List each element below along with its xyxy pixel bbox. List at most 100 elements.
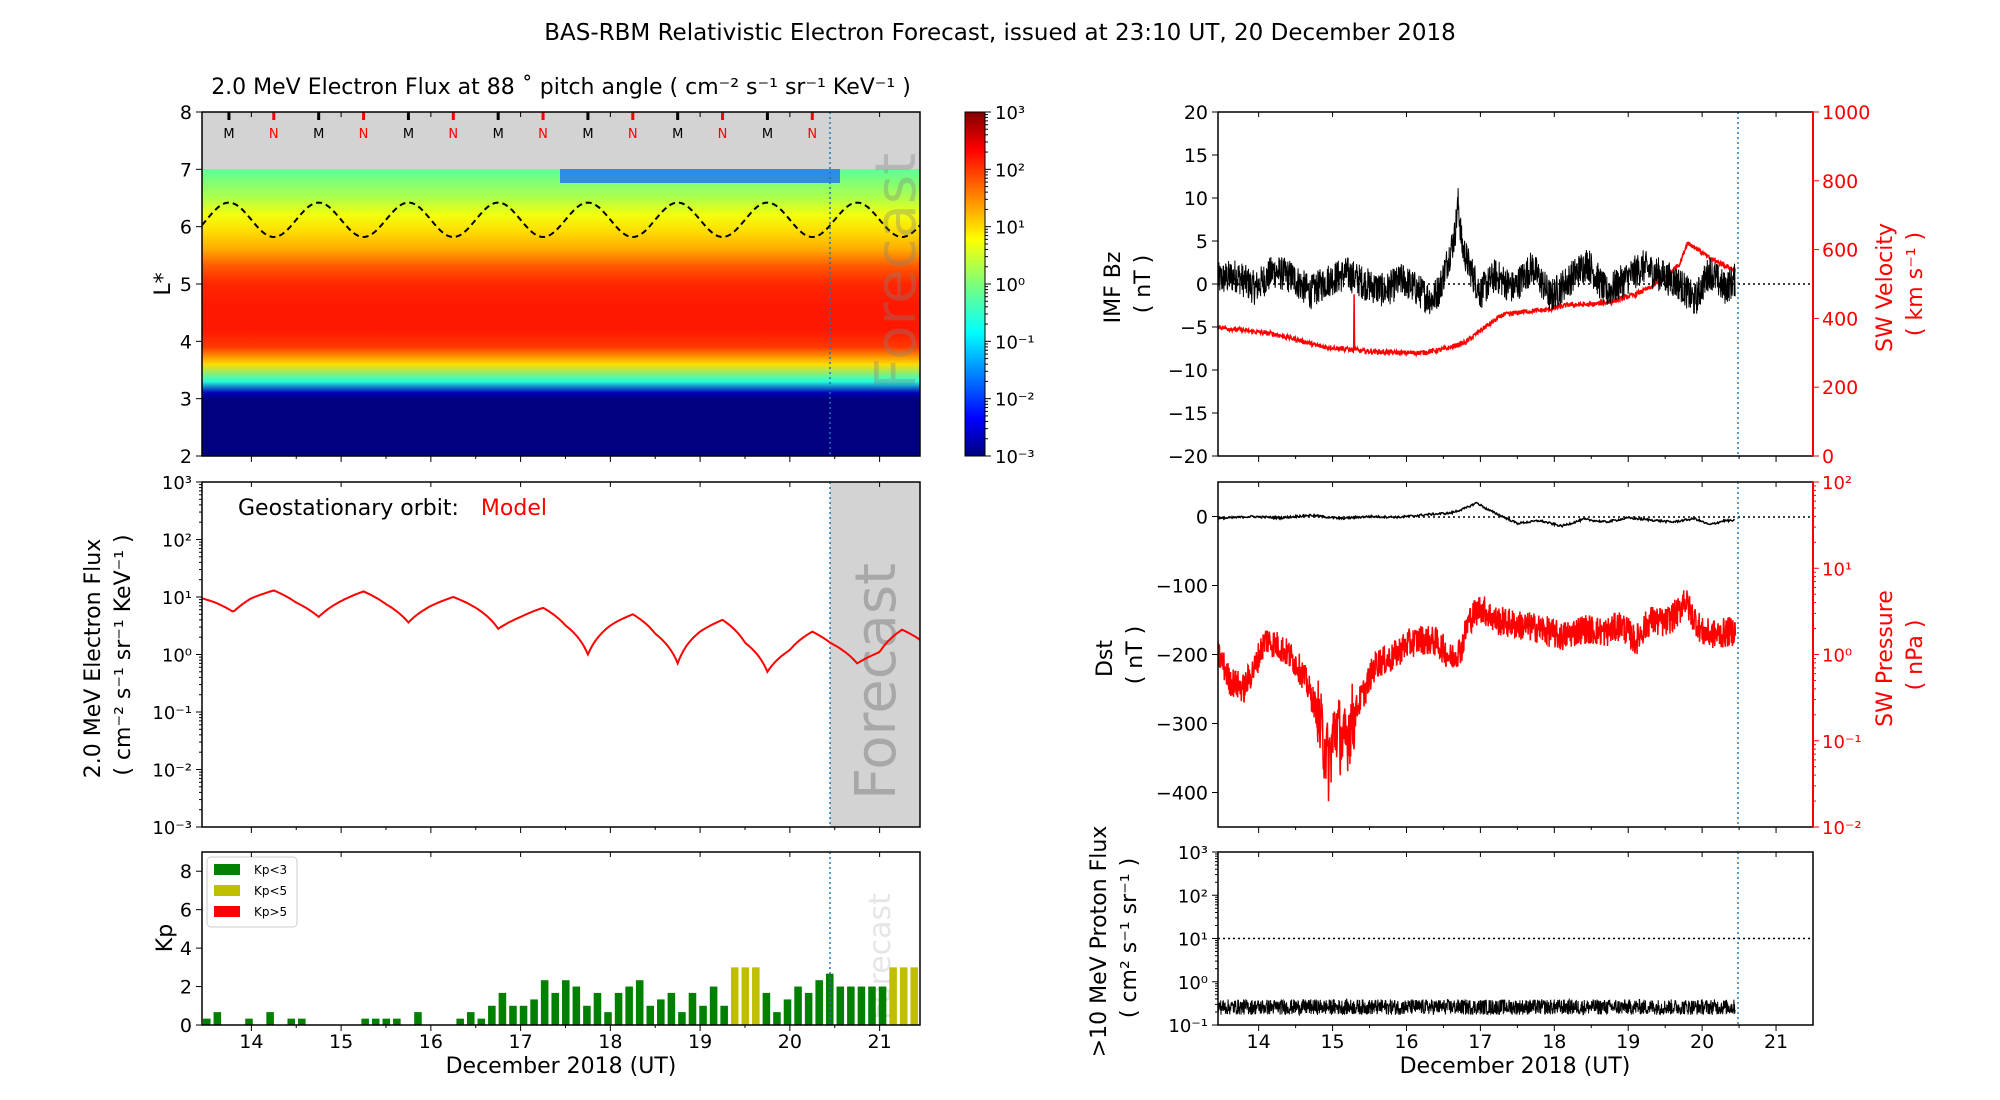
kp-bar [593, 992, 602, 1025]
kp-bar [382, 1018, 391, 1025]
kp-bar [298, 1018, 306, 1025]
mlt-label: M [223, 127, 234, 142]
lstar-heatmap-panel: 2.0 MeV Electron Flux at 88 ˚ pitch angl… [151, 75, 929, 468]
kp-bar [519, 1005, 528, 1025]
kp-bar [203, 1018, 211, 1025]
dst-ytick-left-label: 0 [1196, 507, 1208, 529]
mlt-label: N [448, 127, 458, 142]
proton-ytick-label: 10⁻¹ [1168, 1016, 1208, 1037]
mlt-label: M [672, 127, 683, 142]
heatmap-forecast-watermark: Forecast [864, 153, 929, 390]
kp-bar [910, 967, 918, 1025]
geo-orbit-dashed-path [202, 201, 920, 239]
imf-bz-line [1218, 188, 1736, 315]
kp-legend-swatch-1 [214, 864, 240, 875]
kp-bars [203, 967, 918, 1025]
geo-annotation-prefix: Geostationary orbit: [238, 496, 459, 521]
colorbar-tick-label: 10⁻¹ [995, 332, 1035, 353]
kp-bar [393, 1018, 401, 1025]
imf-ytick-left-label: 5 [1196, 231, 1208, 253]
kp-y-axis: 0 2 4 6 8 [180, 861, 202, 1037]
kp-legend-label-1: Kp<3 [254, 863, 287, 877]
kp-bar [889, 967, 897, 1025]
kp-ytick-label: 6 [180, 900, 192, 922]
geo-ytick-label: 10⁻³ [152, 818, 192, 839]
geo-orbit-dashed-line [202, 201, 920, 239]
right-xtick-label: 21 [1764, 1031, 1788, 1053]
dst-line [1218, 501, 1735, 528]
geo-frame [201, 481, 921, 828]
dst-ylabel-left-line2: ( nT ) [1123, 626, 1148, 685]
geo-ytick-label: 10² [162, 531, 192, 552]
left-xtick-label: 19 [688, 1031, 712, 1053]
kp-bar [287, 1018, 296, 1025]
kp-legend-label-2: Kp<5 [254, 884, 287, 898]
kp-frame [201, 851, 921, 1026]
colorbar-tick-label: 10⁻² [995, 390, 1035, 411]
proton-y-axis: 10⁻¹ 10⁰ 10¹ 10² 10³ [1168, 843, 1218, 1037]
imf-ytick-right-label: 1000 [1822, 102, 1870, 124]
kp-bar [551, 992, 559, 1025]
mlt-label: N [807, 127, 817, 142]
mlt-label: M [403, 127, 414, 142]
heatmap-ytick-label: 2 [180, 446, 192, 468]
heatmap-ytick-label: 5 [180, 274, 192, 296]
mlt-label: N [269, 127, 279, 142]
proton-ytick-label: 10¹ [1178, 930, 1208, 951]
kp-bar [509, 1005, 517, 1025]
imf-ylabel-right-line2: ( km s⁻¹ ) [1903, 232, 1928, 336]
right-xtick-label: 19 [1616, 1031, 1640, 1053]
imf-ytick-left-label: 10 [1184, 188, 1208, 210]
proton-ylabel-line2: ( cm² s⁻¹ sr⁻¹ ) [1117, 858, 1142, 1018]
geo-ylabel-line1: 2.0 MeV Electron Flux [81, 539, 106, 779]
kp-bar [878, 986, 887, 1025]
kp-bar [498, 992, 507, 1025]
imf-ytick-left-label: −20 [1168, 446, 1208, 468]
imf-ytick-left-label: 20 [1184, 102, 1208, 124]
mlt-label: M [313, 127, 324, 142]
heatmap-ytick-label: 3 [180, 389, 192, 411]
left-xtick-label: 21 [868, 1031, 892, 1053]
left-xlabel: December 2018 (UT) [446, 1054, 677, 1079]
imf-y-axis-right: 0 200 400 600 800 1000 [1813, 102, 1870, 468]
kp-bar [572, 986, 581, 1025]
left-xtick-label: 16 [419, 1031, 443, 1053]
heatmap-ytick-label: 7 [180, 159, 192, 181]
geo-ylabel-line2: ( cm⁻² s⁻¹ sr⁻¹ KeV⁻¹ ) [111, 534, 136, 775]
kp-bar [804, 992, 813, 1025]
kp-bar [614, 992, 623, 1025]
kp-bar [266, 1012, 274, 1025]
imf-right-spine [1812, 112, 1814, 456]
proton-ylabel-line1: >10 MeV Proton Flux [1087, 826, 1112, 1058]
imf-panel: −20 −15 −10 −5 0 5 10 15 20 0 200 400 600 800 1000 IM… [1101, 102, 1928, 468]
heatmap-y-axis: 2 3 4 5 6 7 8 [180, 102, 202, 468]
right-xlabel: December 2018 (UT) [1400, 1054, 1631, 1079]
mlt-label: M [762, 127, 773, 142]
mlt-label: N [718, 127, 728, 142]
kp-bar [477, 1018, 486, 1025]
kp-bar [709, 986, 718, 1025]
right-xtick-label: 18 [1542, 1031, 1566, 1053]
geo-ytick-label: 10³ [162, 473, 192, 494]
geo-annotation: Geostationary orbit: Model [238, 496, 547, 521]
kp-bar [213, 1012, 222, 1025]
proton-panel: 10⁻¹ 10⁰ 10¹ 10² 10³ >10 MeV Proton Flux ( c… [1087, 826, 1814, 1058]
dst-ytick-left-label: −400 [1156, 783, 1208, 805]
imf-ylabel-left: IMF Bz ( nT ) [1101, 245, 1156, 324]
mlt-label: N [628, 127, 638, 142]
imf-ytick-right-label: 0 [1822, 446, 1834, 468]
kp-bar [456, 1018, 464, 1025]
kp-bar [604, 1012, 612, 1025]
kp-ytick-label: 2 [180, 977, 192, 999]
figure-title: BAS-RBM Relativistic Electron Forecast, … [544, 20, 1455, 46]
heatmap-ylabel: L* [151, 272, 176, 295]
kp-bar [720, 1005, 728, 1025]
dst-ytick-right-label: 10¹ [1822, 559, 1852, 580]
dst-ytick-left-label: −100 [1156, 576, 1208, 598]
kp-bar [540, 980, 549, 1025]
imf-ylabel-left-line1: IMF Bz [1101, 252, 1126, 324]
geo-annotation-series: Model [481, 496, 547, 521]
kp-bar [836, 986, 845, 1025]
